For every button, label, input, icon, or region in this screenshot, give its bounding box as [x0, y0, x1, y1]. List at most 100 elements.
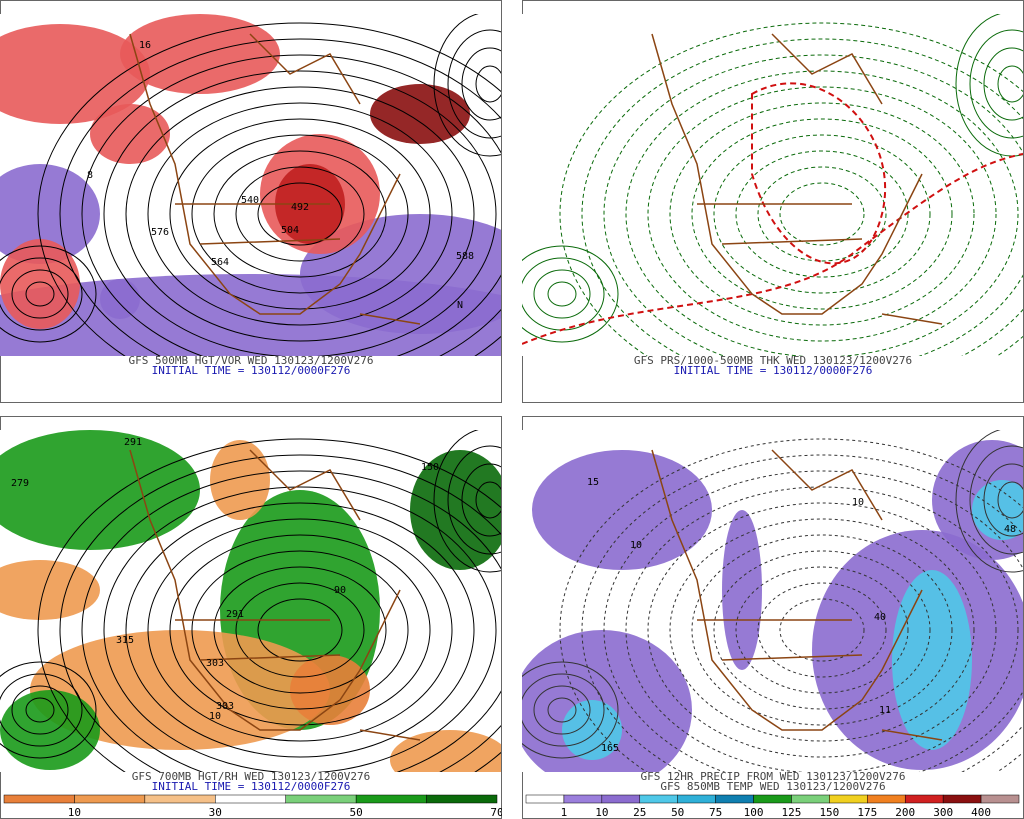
map-label: 303 [206, 658, 224, 669]
shaded-area [0, 690, 100, 770]
caption: INITIAL TIME = 130112/0000F276 [152, 364, 351, 377]
colorbar-segment [74, 794, 146, 804]
colorbar-label: 100 [744, 806, 764, 819]
contour [11, 269, 69, 319]
map-label: 10 [209, 711, 221, 722]
map-label: 10 [630, 540, 642, 551]
contour [691, 118, 953, 310]
thickness-line [751, 82, 887, 265]
shaded-area [0, 239, 80, 329]
contour [669, 518, 975, 742]
shaded-area [722, 510, 762, 670]
map-label: 11 [879, 705, 891, 716]
colorbar-segment [904, 794, 944, 804]
map-label: 303 [216, 701, 234, 712]
shaded-area [410, 450, 501, 570]
contour [147, 102, 453, 326]
contour [955, 430, 1023, 573]
map-bg [522, 14, 1023, 356]
contour [81, 470, 501, 772]
contour [25, 281, 55, 307]
contour [59, 454, 501, 772]
contour [969, 445, 1023, 555]
contour [983, 47, 1023, 121]
shaded-area [562, 700, 622, 760]
colorbar-label: 50 [350, 806, 363, 819]
contour [475, 481, 501, 519]
contour [213, 566, 387, 694]
contour [533, 269, 591, 319]
colorbar-segment [829, 794, 868, 804]
contour [983, 463, 1023, 537]
contour [757, 582, 887, 678]
map-label: 150 [421, 462, 439, 473]
coastline [651, 33, 943, 325]
colorbar-segment [144, 794, 216, 804]
contour [0, 245, 97, 343]
contour [433, 14, 501, 157]
colorbar-label: 200 [895, 806, 915, 819]
caption: INITIAL TIME = 130112/0000F276 [674, 364, 873, 377]
colorbar-label: 25 [633, 806, 646, 819]
map-label: 576 [151, 227, 169, 238]
contour [559, 438, 1023, 772]
colorbar-label: 300 [933, 806, 953, 819]
panel-pressure-thickness: LLLLLLLHHHH10041012102010281036100410121… [522, 0, 1024, 403]
thickness-line [522, 153, 1023, 345]
contour [547, 281, 577, 307]
contour [447, 29, 501, 139]
contour [691, 534, 953, 726]
contour [625, 70, 1019, 356]
colorbar-segment [980, 794, 1020, 804]
contour [169, 534, 431, 726]
contour [522, 245, 619, 343]
contour [235, 582, 365, 678]
colorbar-label: 175 [857, 806, 877, 819]
shaded-area [290, 655, 370, 725]
colorbar-label: 75 [709, 806, 722, 819]
colorbar-label: 10 [68, 806, 81, 819]
coastline [129, 449, 421, 741]
shaded-area [532, 450, 712, 570]
contour [969, 29, 1023, 139]
contour [235, 166, 365, 262]
contour [669, 102, 975, 326]
colorbar-label: 70 [490, 806, 502, 819]
contour [169, 118, 431, 310]
contour [522, 661, 619, 759]
contour [81, 54, 501, 356]
colorbar-label: 150 [819, 806, 839, 819]
caption: GFS 700MB HGT/RH WED 130123/1200V276 [132, 770, 370, 783]
contour [522, 673, 605, 747]
colorbar-segment [601, 794, 641, 804]
colorbar-segment [639, 794, 678, 804]
caption: GFS 12HR PRECIP FROM WED 130123/1200V276 [641, 770, 906, 783]
contour [461, 47, 501, 121]
contour [11, 685, 69, 735]
contour [647, 86, 997, 342]
contour [103, 486, 497, 772]
contour [779, 598, 865, 662]
colorbar-segment [3, 794, 75, 804]
colorbar-label: 10 [595, 806, 608, 819]
contour [447, 445, 501, 555]
contour [0, 257, 83, 331]
colorbar-segment [285, 794, 357, 804]
contour [461, 463, 501, 537]
map-label: 492 [291, 202, 309, 213]
contour [125, 502, 475, 758]
contour [213, 150, 387, 278]
map [522, 430, 1023, 772]
colorbar-label: 400 [971, 806, 991, 819]
map-label: 315 [116, 635, 134, 646]
colorbar-segment [791, 794, 830, 804]
panel-precip-temp: 15 10 48 165 40 10 11 GFS 12HR PRECIP FROM WED … [522, 416, 1024, 819]
contour [0, 661, 97, 759]
map-label: 165 [601, 743, 619, 754]
contour [257, 598, 343, 662]
map [0, 430, 501, 772]
colorbar-segment [525, 794, 565, 804]
map [0, 14, 501, 356]
shaded-area [210, 440, 270, 520]
colorbar-label: 125 [782, 806, 802, 819]
